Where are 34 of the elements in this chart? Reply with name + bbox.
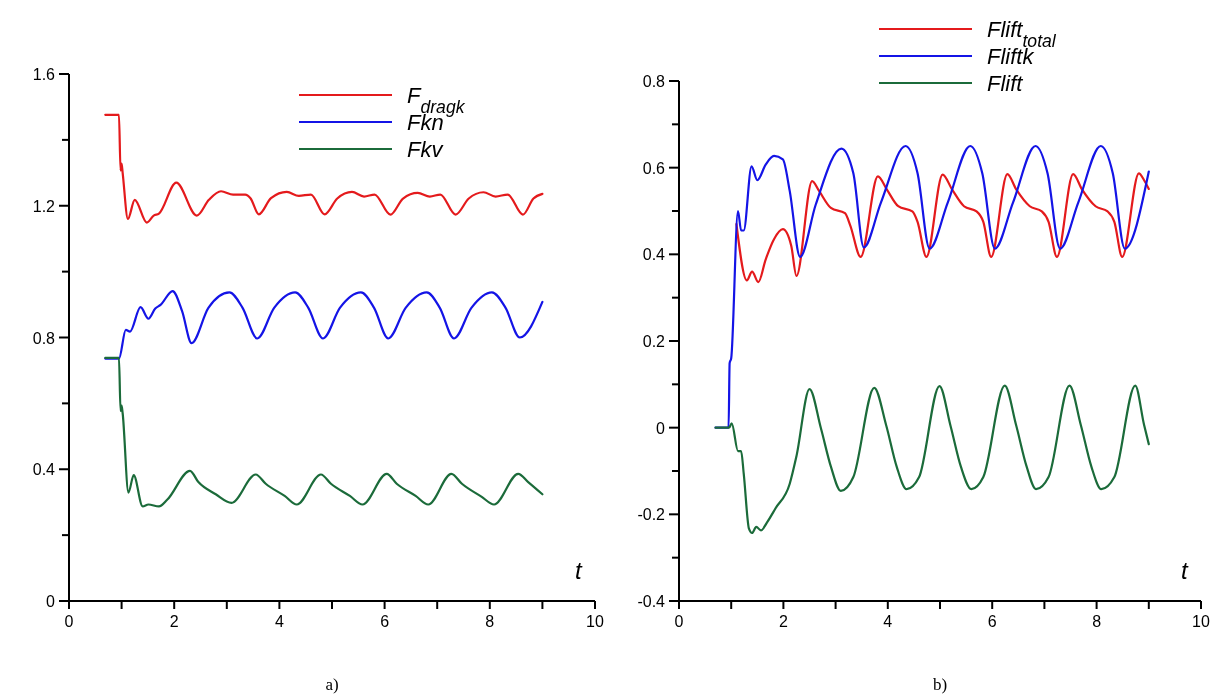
x-tick-label: 4: [883, 613, 893, 630]
y-tick-label: 0: [46, 593, 56, 610]
y-tick-label: 0.8: [642, 73, 666, 90]
text: a): [325, 675, 339, 694]
y-tick-label: 1.6: [32, 66, 56, 83]
x-tick-label: 10: [586, 613, 604, 630]
x-tick-label: 4: [274, 613, 284, 630]
line-series: [104, 289, 544, 360]
y-tick-label: 0.2: [642, 333, 666, 350]
x-tick-label: 8: [485, 613, 495, 630]
y-tick-label: 0.4: [32, 461, 56, 479]
x-tick-label: 10: [1192, 613, 1210, 630]
x-tick-label: 2: [169, 613, 179, 630]
legend-label: Flift: [987, 71, 1024, 96]
y-tick-label: 0: [656, 419, 666, 437]
x-axis-title: t: [1181, 557, 1189, 584]
line-series: [714, 384, 1150, 535]
x-tick-label: 0: [674, 613, 684, 630]
x-tick-label: 8: [1092, 613, 1102, 630]
text: b): [932, 675, 948, 694]
legend-label: Fkv: [407, 137, 445, 162]
x-tick-label: 6: [380, 613, 390, 630]
y-tick-label: -0.2: [637, 506, 666, 524]
x-tick-label: 2: [778, 613, 788, 630]
y-tick-label: 1.2: [32, 197, 56, 215]
x-tick-label: 0: [64, 613, 74, 630]
y-tick-label: -0.4: [637, 593, 666, 610]
line-series: [104, 356, 544, 508]
x-axis-title: t: [575, 557, 583, 584]
y-tick-label: 0.8: [32, 329, 56, 347]
y-tick-label: 0.6: [642, 159, 666, 177]
line-series: [735, 172, 1150, 284]
x-tick-label: 6: [987, 613, 997, 630]
y-tick-label: 0.4: [642, 246, 666, 264]
